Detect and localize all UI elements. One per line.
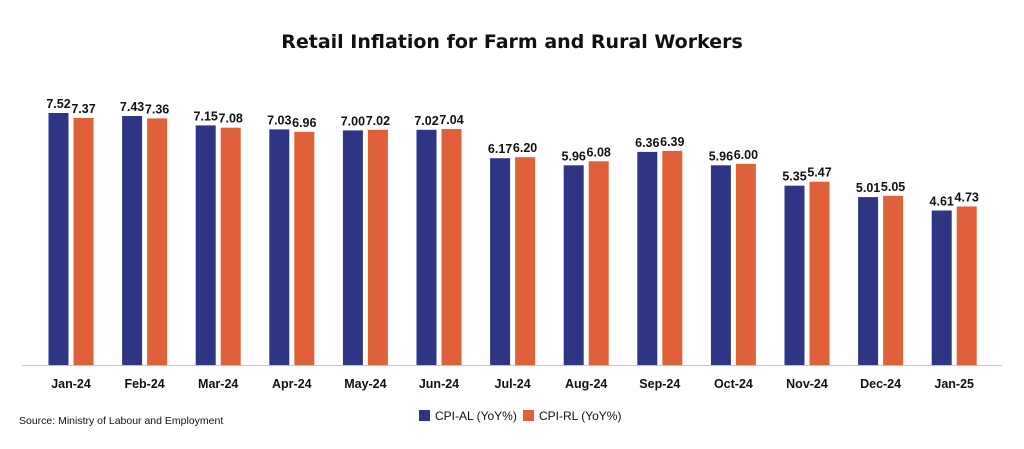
x-tick-label-may-24: May-24: [344, 377, 386, 391]
value-label-cpi-al-feb-24: 7.43: [120, 100, 144, 114]
x-tick-label-oct-24: Oct-24: [714, 377, 753, 391]
bar-cpi-al-apr-24: [269, 129, 290, 365]
value-label-cpi-al-jun-24: 7.02: [414, 114, 438, 128]
bar-cpi-rl-jun-24: [441, 129, 462, 365]
bar-cpi-rl-aug-24: [588, 161, 609, 365]
value-label-cpi-rl-apr-24: 6.96: [292, 116, 316, 130]
x-tick-label-jan-25: Jan-25: [934, 377, 974, 391]
value-label-cpi-al-aug-24: 5.96: [562, 149, 586, 163]
value-label-cpi-rl-jul-24: 6.20: [513, 141, 537, 155]
value-label-cpi-rl-jan-25: 4.73: [955, 191, 979, 205]
value-label-cpi-al-jan-24: 7.52: [46, 97, 70, 111]
value-label-cpi-rl-nov-24: 5.47: [807, 166, 831, 180]
bar-cpi-rl-jan-24: [73, 118, 94, 365]
bar-cpi-al-oct-24: [710, 165, 731, 365]
value-label-cpi-al-mar-24: 7.15: [194, 109, 218, 123]
bar-cpi-rl-apr-24: [294, 131, 315, 365]
value-label-cpi-rl-feb-24: 7.36: [145, 102, 169, 116]
bar-cpi-al-nov-24: [784, 185, 805, 365]
chart-title: Retail Inflation for Farm and Rural Work…: [281, 31, 743, 53]
x-tick-label-jan-24: Jan-24: [51, 377, 91, 391]
value-label-cpi-rl-dec-24: 5.05: [881, 180, 905, 194]
bar-cpi-rl-dec-24: [883, 195, 904, 365]
bar-cpi-al-feb-24: [122, 116, 143, 365]
bars-layer: [48, 113, 977, 366]
x-tick-label-feb-24: Feb-24: [124, 377, 164, 391]
bar-cpi-al-may-24: [342, 130, 363, 365]
x-tick-label-aug-24: Aug-24: [565, 377, 607, 391]
value-label-cpi-al-sep-24: 6.36: [635, 136, 659, 150]
legend-label-cpi-al: CPI-AL (YoY%): [435, 409, 517, 423]
bar-cpi-rl-feb-24: [147, 118, 168, 366]
x-tick-label-sep-24: Sep-24: [639, 377, 680, 391]
bar-cpi-al-jul-24: [490, 158, 511, 365]
value-labels-layer: 7.52 7.37 7.43 7.36 7.15 7.08 7.03 6.96 7.00 7.02…: [46, 97, 979, 209]
bar-cpi-al-aug-24: [563, 165, 584, 365]
bar-cpi-rl-may-24: [367, 129, 388, 365]
x-tick-labels-layer: Jan-24 Feb-24 Mar-24 Apr-24 May-24 Jun-24 Jul-…: [51, 377, 974, 391]
x-tick-label-mar-24: Mar-24: [198, 377, 238, 391]
value-label-cpi-rl-sep-24: 6.39: [660, 135, 684, 149]
legend-swatch-cpi-rl: [523, 410, 534, 421]
value-label-cpi-rl-oct-24: 6.00: [734, 148, 758, 162]
source-note: Source: Ministry of Labour and Employmen…: [19, 415, 223, 427]
value-label-cpi-rl-jun-24: 7.04: [439, 113, 463, 127]
value-label-cpi-al-nov-24: 5.35: [782, 170, 806, 184]
legend-label-cpi-rl: CPI-RL (YoY%): [539, 409, 621, 423]
bar-cpi-rl-nov-24: [809, 181, 830, 365]
bar-cpi-rl-oct-24: [735, 163, 756, 365]
x-tick-label-apr-24: Apr-24: [272, 377, 312, 391]
legend-swatch-cpi-al: [419, 410, 430, 421]
value-label-cpi-al-apr-24: 7.03: [267, 113, 291, 127]
x-tick-label-dec-24: Dec-24: [860, 377, 901, 391]
value-label-cpi-rl-aug-24: 6.08: [587, 145, 611, 159]
x-tick-label-jun-24: Jun-24: [419, 377, 459, 391]
value-label-cpi-rl-jan-24: 7.37: [71, 102, 95, 116]
value-label-cpi-al-jul-24: 6.17: [488, 142, 512, 156]
value-label-cpi-al-may-24: 7.00: [341, 114, 365, 128]
value-label-cpi-al-jan-25: 4.61: [930, 195, 954, 209]
bar-cpi-al-jan-24: [48, 113, 69, 365]
value-label-cpi-al-dec-24: 5.01: [856, 181, 880, 195]
bar-cpi-al-sep-24: [637, 151, 658, 365]
value-label-cpi-rl-mar-24: 7.08: [219, 112, 243, 126]
bar-cpi-rl-jan-25: [956, 206, 977, 365]
bar-cpi-al-jun-24: [416, 129, 437, 365]
bar-cpi-al-dec-24: [858, 197, 879, 365]
x-tick-label-jul-24: Jul-24: [495, 377, 531, 391]
bar-cpi-al-mar-24: [195, 125, 216, 366]
value-label-cpi-al-oct-24: 5.96: [709, 149, 733, 163]
bar-cpi-rl-jul-24: [515, 157, 536, 365]
legend: CPI-AL (YoY%) CPI-RL (YoY%): [419, 409, 621, 423]
value-label-cpi-rl-may-24: 7.02: [366, 114, 390, 128]
bar-cpi-al-jan-25: [931, 210, 952, 365]
bar-cpi-rl-sep-24: [662, 150, 683, 365]
bar-cpi-rl-mar-24: [220, 127, 241, 365]
x-tick-label-nov-24: Nov-24: [786, 377, 828, 391]
